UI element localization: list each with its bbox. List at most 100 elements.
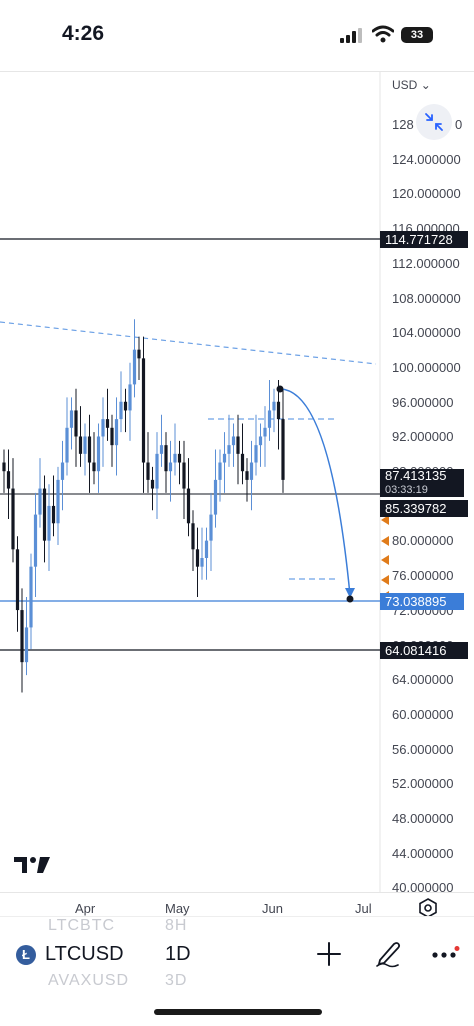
symbol-button[interactable]: LTCUSD (45, 943, 124, 965)
candle-body (74, 410, 78, 437)
candle-body (195, 549, 200, 567)
arrow-end-point (346, 595, 354, 603)
orange-marker (381, 536, 389, 546)
candle-body (177, 453, 182, 463)
candle-body (101, 419, 105, 437)
candle-body (38, 488, 42, 515)
price-scale-label: 48.000000 (392, 811, 454, 826)
target-price-tag: 73.038895 (380, 593, 464, 610)
candle-body (254, 445, 258, 463)
candle-body (6, 471, 11, 489)
chevron-down-icon: ⌄ (420, 78, 431, 92)
candle-body (213, 479, 218, 515)
candle-body (218, 462, 222, 480)
candle-body (146, 462, 150, 480)
ghost-interval-below: 3D (165, 972, 188, 989)
candle-body (11, 488, 15, 550)
candle-body (159, 445, 164, 454)
price-scale-label: 60.000000 (392, 706, 454, 722)
candle-body (20, 610, 24, 663)
candle-body (164, 445, 168, 472)
candle-body (173, 453, 177, 463)
status-time: 4:26 (62, 22, 105, 45)
time-label-may: May (165, 901, 190, 916)
candle-body (276, 401, 281, 420)
drawing-pen-icon[interactable] (374, 938, 402, 968)
candle-body (92, 462, 96, 472)
time-axis[interactable] (0, 892, 474, 924)
candle-body (191, 523, 195, 550)
add-plus-icon[interactable] (316, 941, 342, 967)
candle-body (168, 462, 173, 472)
candle-body (2, 462, 6, 472)
candle-body (87, 436, 92, 463)
candle-body (155, 453, 159, 489)
tradingview-logo-icon[interactable] (14, 854, 52, 876)
candle-body (258, 436, 263, 446)
currency-label: USD (392, 78, 418, 92)
arrow-head (345, 588, 355, 598)
collapse-arrows-icon (425, 113, 443, 131)
horizontal-price-tag: 85.339782 (380, 500, 468, 517)
candle-body (60, 462, 65, 480)
price-scale-label: 80.000000 (392, 533, 454, 549)
candle-body (56, 479, 60, 524)
candle-body (249, 462, 254, 480)
candle-body (24, 627, 29, 663)
candle-body (69, 410, 74, 428)
price-label-trailing: 0 (455, 117, 463, 132)
orange-marker (381, 515, 389, 525)
current-price-value: 87.413135 (385, 468, 447, 483)
support-price-tag: 64.081416 (380, 642, 468, 659)
current-price-tag: 87.413135 03:33:19 (380, 469, 464, 497)
battery-icon: 33 (401, 27, 433, 43)
candle-body (267, 410, 272, 428)
candle-body (245, 471, 249, 480)
candle-body (65, 427, 69, 463)
candle-body (236, 436, 240, 454)
candle-body (51, 505, 56, 524)
candle-body (96, 436, 101, 472)
candle-body (42, 488, 47, 541)
price-scale-label: 44.000000 (392, 845, 454, 861)
candle-body (105, 419, 110, 428)
more-dots-icon[interactable] (430, 946, 460, 964)
collapse-button[interactable] (416, 104, 452, 140)
settings-hexagon-icon[interactable] (418, 898, 438, 918)
candle-body (200, 558, 204, 567)
candle-body (119, 401, 123, 420)
candle-body (123, 401, 128, 411)
interval-button[interactable]: 1D (165, 943, 191, 965)
candle-body (137, 349, 141, 359)
orange-marker (381, 575, 389, 585)
time-label-apr: Apr (75, 901, 96, 916)
candle-body (240, 453, 245, 472)
price-scale-label: 76.000000 (392, 568, 454, 584)
candle-body (15, 549, 20, 611)
candle-body (83, 436, 87, 454)
price-scale-label: 104.000000 (392, 325, 461, 341)
candle-body (231, 436, 236, 446)
bottom-toolbar (0, 916, 474, 1026)
price-scale-label: 124.000000 (392, 151, 461, 167)
ghost-interval-above: 8H (165, 917, 188, 934)
orange-marker (381, 555, 389, 565)
price-scale-label: 100.000000 (392, 359, 461, 375)
currency-button[interactable]: USD ⌄ (392, 78, 431, 92)
candle-body (128, 384, 132, 411)
candle-body (29, 566, 33, 628)
candle-body (222, 453, 227, 463)
candle-body (263, 427, 267, 437)
cell-signal-icon (340, 28, 362, 43)
home-indicator (154, 1009, 322, 1015)
price-scale-label: 120.000000 (392, 186, 461, 202)
price-scale-label: 40.000000 (392, 880, 454, 896)
descending-trendline (0, 321, 377, 365)
time-label-jul: Jul (355, 901, 372, 916)
candles (2, 319, 285, 693)
price-scale-label: 56.000000 (392, 741, 454, 757)
candle-body (272, 401, 276, 411)
candle-body (204, 540, 209, 558)
price-scale-label: 92.000000 (392, 429, 454, 445)
divider (0, 71, 474, 72)
